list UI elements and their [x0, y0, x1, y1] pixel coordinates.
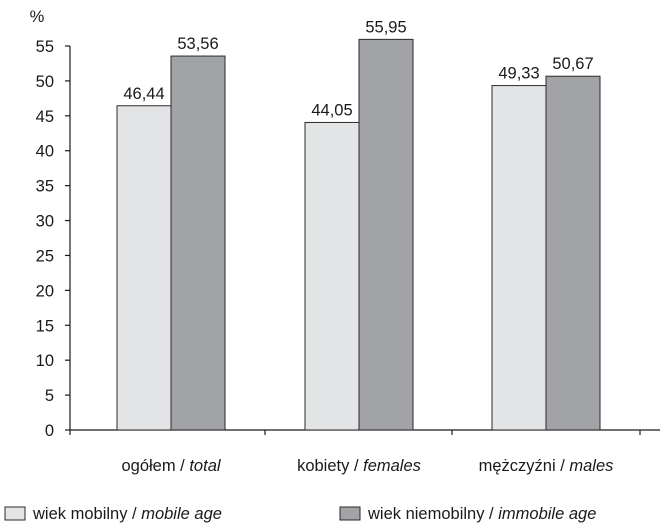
y-tick-label: 35 [36, 178, 54, 196]
y-tick-label: 45 [36, 108, 54, 126]
bar-mobile-1 [304, 121, 360, 431]
bars [116, 38, 601, 431]
y-tick-label: 0 [45, 422, 54, 440]
y-tick-label: 10 [36, 352, 54, 370]
bar-immobile-0 [170, 55, 226, 431]
data-label: 53,56 [177, 35, 218, 53]
legend-label: wiek mobilny / mobile age [32, 505, 222, 523]
y-axis-unit-label: % [30, 8, 45, 26]
data-label: 55,95 [365, 18, 406, 36]
y-tick-label: 5 [45, 387, 54, 405]
y-tick-label: 55 [36, 38, 54, 56]
bar-mobile-0 [116, 105, 172, 431]
axes: 0 5 10 15 20 25 30 35 40 45 50 55 [36, 38, 660, 440]
data-label: 49,33 [498, 65, 539, 83]
data-label: 46,44 [123, 85, 164, 103]
data-label: 44,05 [311, 101, 352, 119]
data-labels: 46,44 44,05 49,33 53,56 55,95 50,67 [123, 18, 593, 119]
legend-swatch [4, 506, 26, 521]
legend-label: wiek niemobilny / immobile age [367, 505, 596, 523]
category-label: ogółem / total [121, 457, 221, 475]
category-label: kobiety / females [297, 457, 421, 475]
y-tick-label: 15 [36, 317, 54, 335]
bar-immobile-1 [358, 38, 414, 431]
y-tick-label: 20 [36, 282, 54, 300]
y-tick-label: 25 [36, 247, 54, 265]
category-label: mężczyźni / males [479, 457, 614, 475]
bar-mobile-2 [491, 85, 547, 431]
data-label: 50,67 [552, 55, 593, 73]
y-tick-label: 30 [36, 213, 54, 231]
bar-immobile-2 [545, 75, 601, 431]
category-labels: ogółem / total kobiety / females mężczyźni… [121, 457, 613, 475]
legend: wiek mobilny / mobile age wiek niemobilny… [4, 505, 596, 523]
y-tick-label: 40 [36, 143, 54, 161]
y-tick-label: 50 [36, 73, 54, 91]
legend-swatch [339, 506, 361, 521]
